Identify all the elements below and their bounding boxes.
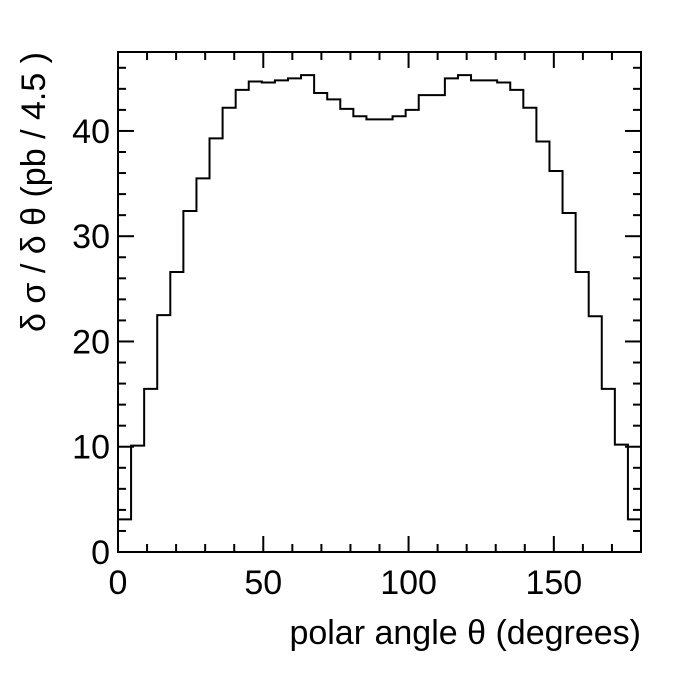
plot-frame [117, 51, 642, 553]
y-tick-label: 10 [72, 429, 110, 467]
x-tick-label: 0 [109, 564, 128, 602]
x-tick-label: 150 [525, 564, 582, 602]
y-tick-label: 20 [72, 323, 110, 361]
x-tick-label: 50 [244, 564, 282, 602]
histogram-series [117, 74, 642, 552]
axis-ticks [117, 52, 642, 553]
y-tick-label: 40 [72, 113, 110, 151]
y-tick-labels: 0 10 20 30 40 [72, 113, 110, 572]
x-tick-labels: 0 50 100 150 [109, 564, 583, 602]
y-tick-label: 0 [91, 534, 110, 572]
x-tick-label: 100 [380, 564, 437, 602]
x-axis-title: polar angle θ (degrees) [289, 614, 641, 652]
y-tick-label: 30 [72, 218, 110, 256]
y-axis-title: δ σ / δ θ (pb / 4.5 ) [15, 52, 53, 332]
